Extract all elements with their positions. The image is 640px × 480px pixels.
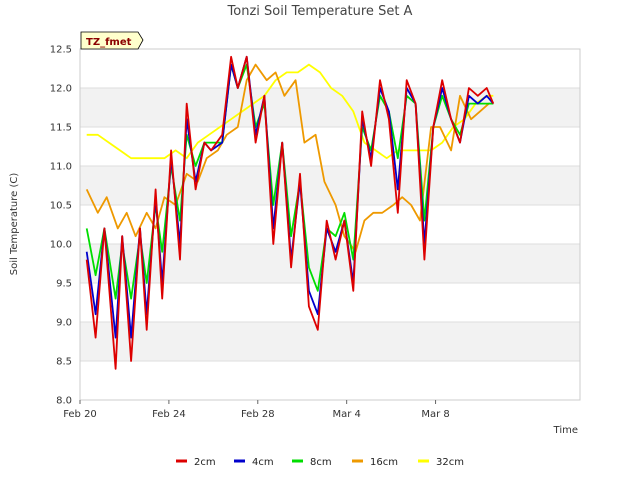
y-axis-label: Soil Temperature (C): [9, 173, 20, 276]
y-tick-label: 9.5: [56, 279, 72, 290]
legend: 2cm 4cm 8cm 16cm 32cm: [176, 457, 464, 468]
plot-frame: [79, 48, 581, 401]
series-line-32cm: [86, 63, 494, 160]
y-tick-label: 8.5: [56, 357, 72, 368]
y-tick-label: 12.0: [50, 84, 72, 95]
legend-label-16cm: 16cm: [370, 457, 398, 468]
x-axis-label: Time: [553, 425, 578, 436]
y-tick-label: 11.0: [50, 162, 72, 173]
band-3: [80, 244, 580, 283]
site-label: TZ_fmet: [86, 37, 132, 48]
legend-label-4cm: 4cm: [252, 457, 274, 468]
y-tick-label: 10.0: [50, 240, 72, 251]
series-lines: [85, 55, 495, 370]
x-tick-label: Mar 4: [332, 409, 360, 420]
x-tick-label: Feb 24: [152, 409, 186, 420]
legend-label-32cm: 32cm: [436, 457, 464, 468]
y-tick-label: 8.0: [56, 396, 72, 407]
y-tick-label: 11.5: [50, 123, 72, 134]
legend-label-8cm: 8cm: [310, 457, 332, 468]
y-tick-label: 12.5: [50, 45, 72, 56]
site-label-box: TZ_fmet: [80, 31, 144, 50]
chart-title: Tonzi Soil Temperature Set A: [227, 4, 413, 19]
x-tick-label: Mar 8: [421, 409, 449, 420]
y-axis-ticks: 8.0 8.5 9.0 9.5 10.0 10.5 11.0 11.5 12.0 12.5: [50, 45, 72, 407]
y-tick-label: 9.0: [56, 318, 72, 329]
plot-background-bands: [80, 88, 580, 361]
x-axis-ticks: Feb 20 Feb 24 Feb 28 Mar 4 Mar 8: [63, 400, 450, 420]
series-line-16cm: [85, 63, 494, 253]
band-1: [80, 322, 580, 361]
band-7: [80, 88, 580, 127]
y-tick-label: 10.5: [50, 201, 72, 212]
site-label-background: [80, 31, 144, 50]
x-tick-label: Feb 20: [63, 409, 97, 420]
legend-label-2cm: 2cm: [194, 457, 216, 468]
x-tick-label: Feb 28: [241, 409, 275, 420]
series-line-2cm: [85, 55, 495, 370]
